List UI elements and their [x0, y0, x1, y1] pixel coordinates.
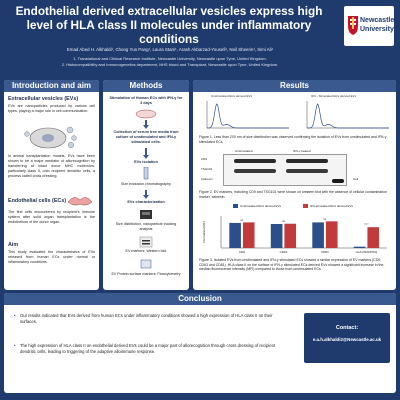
- conclusion-bullet-2: The high expression of HLA class II on e…: [14, 343, 290, 354]
- contact-box: Contact: e.a.h.alkhaldi2@Newcastle.ac.uk: [304, 313, 390, 363]
- crest-icon: [348, 16, 358, 35]
- method-sec-label: Size exclusion chromatography: [121, 182, 171, 186]
- results-title: Results: [193, 80, 396, 92]
- contact-email[interactable]: e.a.h.alkhaldi2@Newcastle.ac.uk: [312, 337, 382, 342]
- blot-marker-calnexin: Calnexin: [201, 177, 213, 181]
- method-step-isolation: EVs isolation: [134, 160, 158, 164]
- flow-arrow-2: [143, 148, 149, 159]
- nta-right-title: IFN - Stimulated ECs derived EVs: [311, 94, 357, 98]
- bar-y-label: Normalised MFI: [202, 221, 206, 242]
- method-step-collection: Collection of serum free media from cult…: [113, 130, 179, 144]
- heading-evs: Extracellular vesicles (EVs): [8, 96, 79, 102]
- bar-category-label: CD81: [321, 250, 329, 254]
- bar-category-label: CD63: [280, 250, 288, 254]
- column-tube-icon: [143, 167, 149, 180]
- legend-ifn: IFN-stimulated ECs derived EVs: [310, 204, 354, 208]
- nta-right-plot: [306, 101, 389, 129]
- bar-category-label: HLA-DR/DP/DQ: [356, 250, 378, 254]
- conclusion-panel: Conclusion Our results indicated that EV…: [4, 293, 396, 393]
- poster-title: Endothelial derived extracellular vesicl…: [15, 4, 323, 46]
- legend-unstim: Unstimulated ECs derived EVs: [240, 204, 282, 208]
- legend-chip-ifn: [303, 204, 308, 208]
- conclusion-title: Conclusion: [4, 293, 396, 305]
- band-cd9-unstim: [234, 159, 276, 163]
- flow-arrow-3: [143, 190, 149, 199]
- nta-left-distribution-line: [206, 103, 289, 129]
- para-ecs: The first cells encountered by recipient…: [8, 210, 95, 224]
- figure-3-caption: Figure 3. Isolated EVs from unstimulated…: [199, 258, 384, 272]
- nta-left-plot: [206, 101, 289, 129]
- affiliation-1: 1. Translational and Clinical Research I…: [73, 56, 267, 61]
- nta-right-distribution-line: [307, 103, 389, 129]
- band-calnexin-cell: [332, 179, 344, 183]
- affiliations: 1. Translational and Clinical Research I…: [20, 56, 320, 68]
- method-nta-label: Size distribution, nanoparticle tracking…: [115, 222, 177, 231]
- intro-panel: Introduction and aim Extracellular vesic…: [4, 80, 99, 290]
- method-step-characterization: EVs characterization: [127, 200, 165, 204]
- bar-hla-dr-dp-dq-series-0: [353, 246, 366, 248]
- poster-header: Endothelial derived extracellular vesicl…: [0, 0, 400, 78]
- blot-marker-tsg101: TSG101: [201, 167, 213, 171]
- endothelial-cell-illustration: [67, 197, 93, 206]
- legend-chip-unstim: [233, 204, 238, 208]
- flow-cytometer-icon: [140, 259, 152, 269]
- methods-title: Methods: [103, 80, 189, 92]
- bar-cd9-series-0: [229, 222, 241, 248]
- bar-cd63-series-0: [270, 224, 283, 248]
- intro-title: Introduction and aim: [4, 80, 99, 92]
- bar-cd63-series-1: [284, 223, 297, 248]
- band-tsg101-ifn: [286, 169, 328, 173]
- flow-arrow-1: [143, 120, 149, 129]
- method-step-stimulation: Stimulation of Human ECs with IFN-γ for …: [109, 96, 183, 105]
- nta-left-title: Unstimulated ECs derived EVs: [211, 94, 253, 98]
- blot-head-ifn: IFN-γ treated: [293, 149, 311, 153]
- blot-marker-cd9: CD9: [201, 157, 208, 161]
- newcastle-university-logo: Newcastle University: [344, 6, 394, 46]
- blot-cell-label: Cell: [353, 177, 359, 181]
- ev-illustration: [24, 126, 77, 149]
- bar-significance-label: ns: [240, 218, 244, 222]
- mfi-bar-chart: Normalised MFI CD9 ns CD63 ns CD81 ns HLA-DR/DP…: [202, 216, 387, 254]
- affiliation-2: 2. Histocompatibility and Immunogenetics…: [61, 62, 279, 67]
- culture-dish-icon: [135, 109, 157, 119]
- heading-ecs: Endothelial cells (ECs): [8, 198, 67, 204]
- bar-significance-label: ****: [364, 223, 369, 227]
- band-tsg101-unstim: [234, 169, 276, 173]
- conclusion-bullet-1: Our results indicated that EVs derived f…: [14, 313, 290, 324]
- bar-cd81-series-1: [325, 221, 338, 248]
- bar-hla-dr-dp-dq-series-1: [367, 227, 380, 248]
- method-flow-label: EV Protein surface markers: Flowcytometr…: [111, 272, 181, 276]
- western-blot-image: [223, 154, 347, 186]
- para-transplant: In animal transplantation models, EVs ha…: [8, 154, 95, 178]
- bar-cd81-series-0: [312, 222, 324, 248]
- author-list: Emad Abed H. Alkhaldi¹, Chong Yun Pang¹,…: [66, 47, 274, 52]
- heading-aim: Aim: [8, 242, 19, 248]
- contact-title: Contact:: [335, 325, 359, 331]
- logo-text: Newcastle University: [360, 17, 395, 33]
- figure-1-caption: Figure 1. Less than 200 nm of size distr…: [199, 135, 387, 144]
- figure-2-caption: Figure 2. EV markers, including CD9 and …: [199, 190, 387, 199]
- blot-head-unstim: Unstimulated: [235, 149, 253, 153]
- para-evs: EVs are nanoparticles produced by variou…: [8, 104, 95, 113]
- para-aim: This study evaluated the characteristics…: [8, 250, 95, 264]
- bar-significance-label: ns: [282, 219, 286, 223]
- method-wb-label: EV markers: Western blot: [125, 249, 167, 253]
- nta-instrument-icon: [140, 210, 152, 219]
- bar-cd9-series-1: [242, 222, 255, 248]
- western-blot-icon: [139, 236, 153, 248]
- methods-panel: Methods Stimulation of Human ECs with IF…: [103, 80, 189, 290]
- band-cd9-ifn: [286, 159, 328, 163]
- bar-category-label: CD9: [239, 250, 245, 254]
- bar-significance-label: ns: [323, 217, 327, 221]
- results-panel: Results Unstimulated ECs derived EVs IFN…: [193, 80, 396, 290]
